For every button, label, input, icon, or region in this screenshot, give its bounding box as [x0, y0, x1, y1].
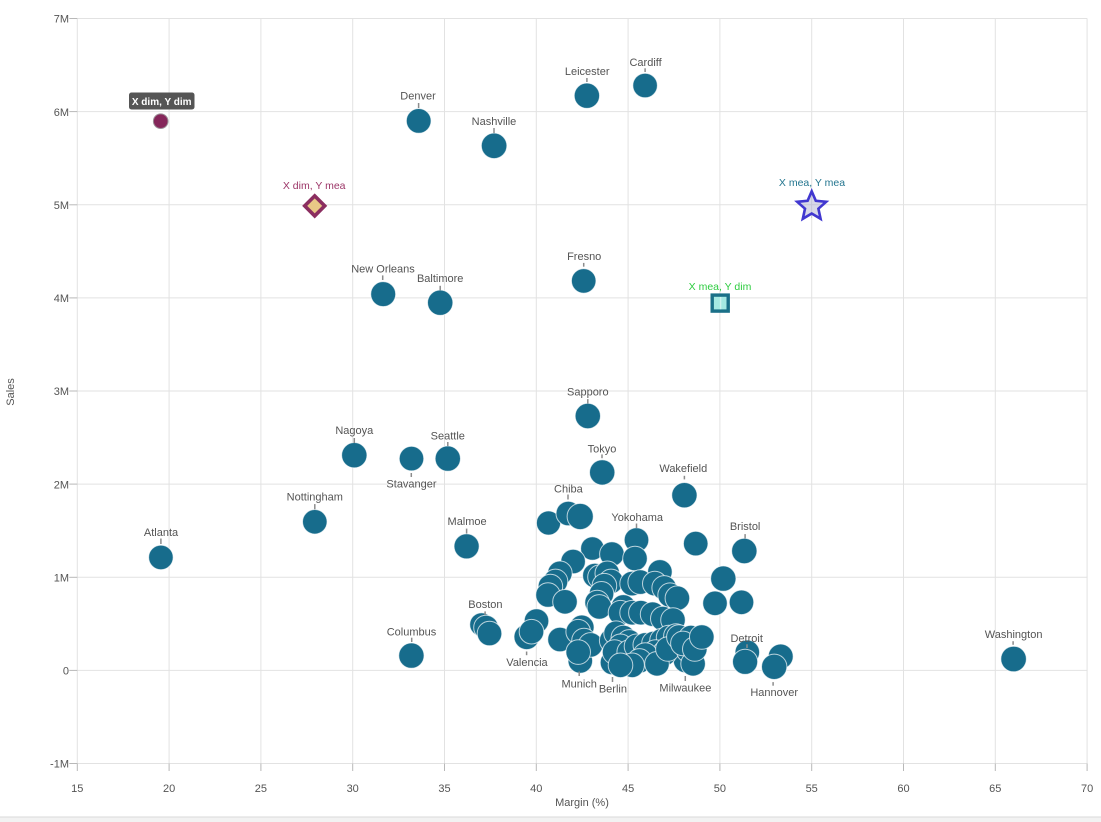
- svg-text:X mea, Y mea: X mea, Y mea: [779, 177, 845, 189]
- svg-text:Nagoya: Nagoya: [335, 425, 374, 437]
- svg-text:X mea, Y dim: X mea, Y dim: [689, 281, 752, 293]
- svg-text:70: 70: [1081, 783, 1093, 795]
- svg-text:Wakefield: Wakefield: [659, 463, 707, 475]
- svg-text:45: 45: [622, 783, 634, 795]
- svg-text:Baltimore: Baltimore: [417, 273, 463, 285]
- svg-text:60: 60: [897, 783, 909, 795]
- svg-text:Detroit: Detroit: [730, 633, 762, 645]
- svg-text:50: 50: [714, 783, 726, 795]
- svg-text:55: 55: [806, 783, 818, 795]
- svg-text:Yokohama: Yokohama: [611, 512, 663, 524]
- svg-text:6M: 6M: [54, 107, 69, 119]
- svg-text:Sales: Sales: [5, 378, 17, 406]
- svg-text:3M: 3M: [54, 386, 69, 398]
- svg-text:Malmoe: Malmoe: [448, 516, 487, 528]
- svg-text:40: 40: [530, 783, 542, 795]
- svg-text:Leicester: Leicester: [565, 66, 610, 78]
- svg-text:20: 20: [163, 783, 175, 795]
- svg-text:Chiba: Chiba: [554, 484, 584, 496]
- svg-text:30: 30: [347, 783, 359, 795]
- svg-text:1M: 1M: [54, 573, 69, 585]
- svg-text:X dim, Y mea: X dim, Y mea: [283, 180, 346, 192]
- svg-text:Hannover: Hannover: [750, 687, 798, 699]
- svg-text:Columbus: Columbus: [387, 627, 437, 639]
- svg-text:Washington: Washington: [985, 629, 1043, 641]
- svg-text:2M: 2M: [54, 479, 69, 491]
- svg-text:Berlin: Berlin: [599, 683, 627, 695]
- svg-text:Margin (%): Margin (%): [555, 797, 609, 809]
- svg-text:Nashville: Nashville: [472, 116, 517, 128]
- svg-text:Valencia: Valencia: [506, 657, 548, 669]
- svg-text:Fresno: Fresno: [567, 251, 601, 263]
- svg-text:65: 65: [989, 783, 1001, 795]
- svg-text:New Orleans: New Orleans: [351, 264, 415, 276]
- svg-text:35: 35: [438, 783, 450, 795]
- svg-text:0: 0: [63, 666, 69, 678]
- svg-text:Atlanta: Atlanta: [144, 527, 179, 539]
- svg-text:Sapporo: Sapporo: [567, 387, 609, 399]
- svg-text:X dim, Y dim: X dim, Y dim: [132, 97, 192, 108]
- svg-text:5M: 5M: [54, 200, 69, 212]
- svg-text:Milwaukee: Milwaukee: [659, 682, 711, 694]
- svg-text:Cardiff: Cardiff: [629, 57, 662, 69]
- svg-text:Denver: Denver: [400, 91, 436, 103]
- svg-text:7M: 7M: [54, 14, 69, 26]
- svg-text:Munich: Munich: [561, 678, 596, 690]
- svg-text:15: 15: [71, 783, 83, 795]
- svg-text:Seattle: Seattle: [431, 431, 465, 443]
- svg-text:Nottingham: Nottingham: [287, 492, 343, 504]
- svg-text:Bristol: Bristol: [730, 521, 761, 533]
- svg-text:4M: 4M: [54, 293, 69, 305]
- svg-text:Stavanger: Stavanger: [386, 479, 436, 491]
- svg-text:Tokyo: Tokyo: [588, 443, 617, 455]
- svg-text:25: 25: [255, 783, 267, 795]
- svg-text:Boston: Boston: [468, 599, 502, 611]
- svg-text:-1M: -1M: [50, 759, 69, 771]
